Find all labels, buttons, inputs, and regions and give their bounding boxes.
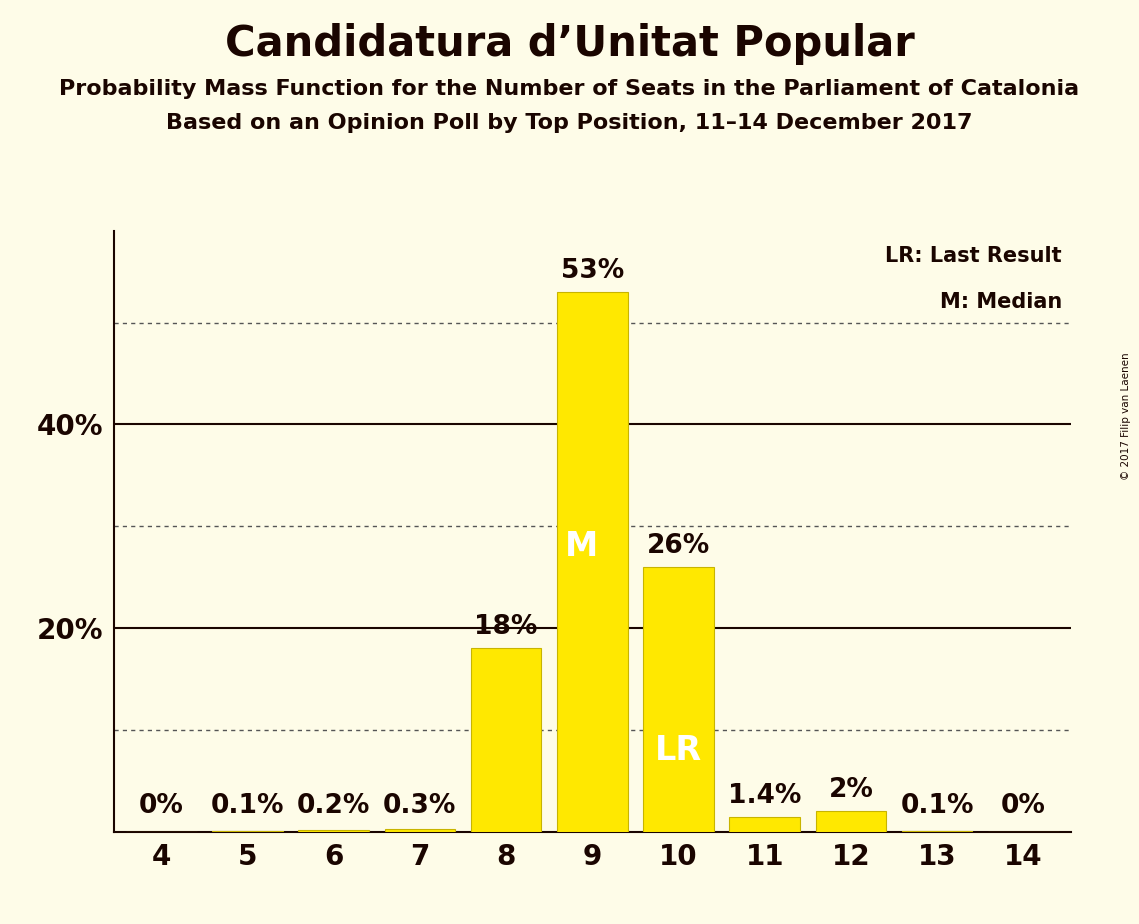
Bar <box>298 830 369 832</box>
Text: 53%: 53% <box>560 258 624 284</box>
Text: 26%: 26% <box>647 533 710 559</box>
Text: 0.2%: 0.2% <box>297 794 370 820</box>
Text: Probability Mass Function for the Number of Seats in the Parliament of Catalonia: Probability Mass Function for the Number… <box>59 79 1080 99</box>
Text: 0%: 0% <box>1001 794 1046 820</box>
Bar <box>816 811 886 832</box>
Bar <box>385 829 456 832</box>
Bar <box>644 567 714 832</box>
Text: M: Median: M: Median <box>940 292 1062 312</box>
Text: 0%: 0% <box>139 794 183 820</box>
Text: 0.1%: 0.1% <box>211 794 285 820</box>
Text: Candidatura d’Unitat Popular: Candidatura d’Unitat Popular <box>224 23 915 65</box>
Text: © 2017 Filip van Laenen: © 2017 Filip van Laenen <box>1121 352 1131 480</box>
Bar <box>212 831 282 832</box>
Bar <box>902 831 973 832</box>
Text: 2%: 2% <box>828 777 874 803</box>
Bar <box>729 818 800 832</box>
Bar <box>557 292 628 832</box>
Bar <box>470 649 541 832</box>
Text: 18%: 18% <box>475 614 538 640</box>
Text: M: M <box>565 530 599 563</box>
Text: LR: LR <box>655 734 702 767</box>
Text: 0.1%: 0.1% <box>900 794 974 820</box>
Text: Based on an Opinion Poll by Top Position, 11–14 December 2017: Based on an Opinion Poll by Top Position… <box>166 113 973 133</box>
Text: 1.4%: 1.4% <box>728 784 802 809</box>
Text: 0.3%: 0.3% <box>383 794 457 820</box>
Text: LR: Last Result: LR: Last Result <box>885 247 1062 266</box>
